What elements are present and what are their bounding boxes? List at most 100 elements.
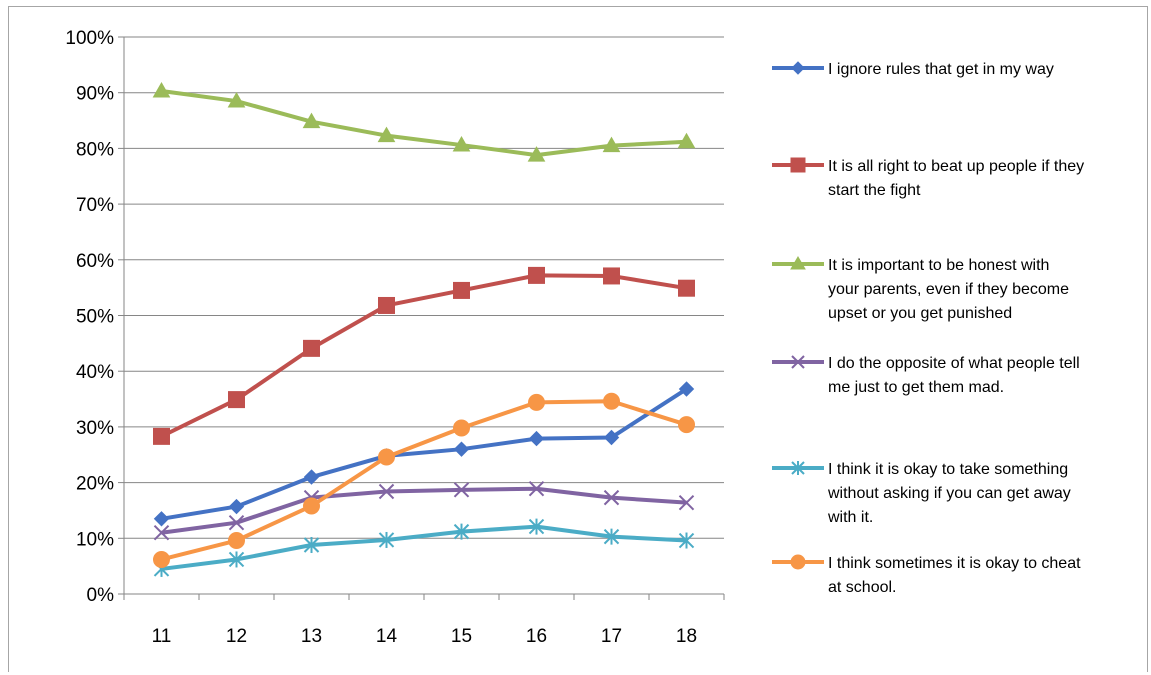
y-tick-label: 50% [76,307,114,328]
x-marker-stroke [453,482,470,498]
legend-entry-1: I ignore rules that get in my way [772,61,1054,78]
series-3 [152,82,696,162]
x-tick-label: 17 [601,626,622,647]
x-tick-label: 11 [152,626,172,647]
legend-entry-2: It is all right to beat up people if the… [772,157,1084,199]
triangle-marker [790,256,806,270]
y-tick-label: 40% [76,362,114,383]
x-marker [678,494,695,511]
diamond-marker [528,430,545,447]
square-marker [678,279,695,297]
y-tick-label: 10% [76,529,114,550]
legend-label: It is all right to beat up people if the… [828,158,1084,175]
square-marker [228,391,245,409]
x-marker-stroke [603,489,620,506]
legend-label: I do the opposite of what people tell [828,355,1080,372]
diamond-marker [603,429,620,446]
square-marker [790,157,806,173]
legend-label: I think sometimes it is okay to cheat [828,555,1081,572]
x-marker [791,355,805,369]
legend-label: without asking if you can get away [827,485,1071,502]
triangle-marker [452,136,471,152]
circle-marker [453,419,470,437]
circle-marker [790,554,806,570]
diamond-marker [228,498,245,515]
legend-label: at school. [828,579,896,596]
square-marker [453,281,470,299]
circle-marker [528,393,545,411]
legend-label: me just to get them mad. [828,379,1004,396]
asterisk-marker [453,523,470,540]
x-marker [453,482,470,498]
x-tick-label: 18 [676,626,697,647]
series-line [161,89,687,158]
legend-entry-6: I think sometimes it is okay to cheat at … [772,554,1081,596]
series-line [161,399,688,562]
legend-label: I think it is okay to take something [828,461,1068,478]
series-line [161,524,687,571]
x-marker-stroke [528,481,545,497]
y-tick-label: 0% [87,585,115,606]
axes: 0% 10% 20% 30% 40% 50% 60% 70% 80% 90% 100% 11 12 13 1… [65,28,725,647]
x-marker [603,489,620,506]
legend-label: start the fight [828,182,921,199]
asterisk-marker [228,551,245,568]
diamond-marker [303,469,320,485]
x-tick-label: 13 [301,626,322,647]
asterisk-marker [791,461,805,475]
legend-label: It is important to be honest with [828,257,1049,274]
legend-label: your parents, even if they become [828,281,1069,298]
series-6 [153,392,695,568]
square-marker [303,339,320,357]
legend-entry-4: I do the opposite of what people tell me … [772,355,1080,396]
asterisk-marker [378,531,395,548]
legend-label: with it. [827,509,873,526]
circle-marker [228,532,245,550]
triangle-marker [677,132,696,149]
x-marker [228,514,245,531]
x-marker [378,483,395,500]
diamond-marker [791,61,805,75]
triangle-marker [377,126,396,143]
x-tick-label: 12 [226,626,247,647]
diamond-marker [453,441,470,457]
y-tick-label: 20% [76,474,114,495]
y-tick-label: 70% [76,195,114,216]
x-marker-stroke [378,483,395,500]
x-tick-label: 16 [526,626,547,647]
series-lines [152,82,696,577]
circle-marker [603,392,620,410]
square-marker [528,266,545,284]
square-marker [378,296,395,314]
legend-label: upset or you get punished [828,305,1012,322]
legend-entry-3: It is important to be honest with your pa… [772,256,1069,322]
asterisk-marker [678,532,695,549]
circle-marker [153,550,170,568]
series-line [161,486,687,535]
triangle-marker [302,112,321,129]
x-tick-label: 15 [451,626,472,647]
x-marker-stroke [791,355,805,369]
x-marker-stroke [153,525,170,541]
triangle-marker [602,136,621,153]
asterisk-marker [528,518,545,535]
y-tick-label: 80% [76,139,114,160]
x-marker-stroke [678,494,695,511]
legend-entry-5: I think it is okay to take something with… [772,461,1071,526]
series-line [161,387,688,521]
x-marker [528,481,545,497]
series-line [160,273,687,439]
gridlines [124,36,724,539]
square-marker [603,267,620,285]
circle-marker [378,448,395,466]
y-tick-label: 30% [76,418,114,439]
diamond-marker [153,511,170,527]
triangle-marker [527,146,546,162]
asterisk-marker [303,536,320,553]
chart-frame [8,6,1148,672]
series-2 [153,266,695,445]
x-marker-stroke [228,514,245,531]
diamond-marker [678,381,695,397]
circle-marker [678,416,695,434]
